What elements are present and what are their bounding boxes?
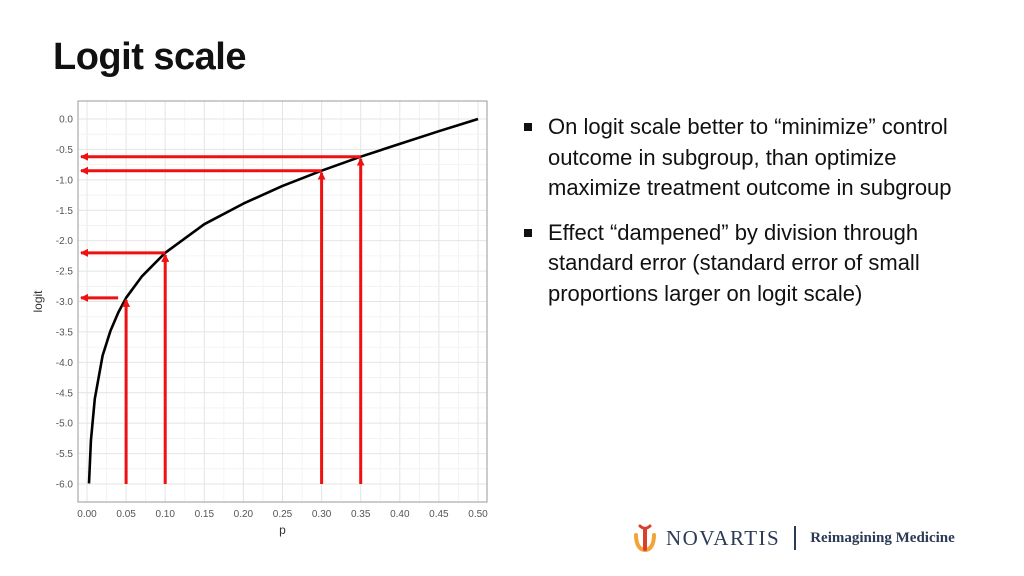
x-tick-label: 0.40	[390, 509, 410, 520]
y-tick-label: 0.0	[59, 115, 73, 126]
y-tick-label: -6.0	[56, 480, 74, 491]
y-axis-ticks: 0.0 -0.5 -1.0 -1.5 -2.0 -2.5 -3.0 -3.5 -4.0 -4.5 -…	[56, 115, 74, 491]
x-tick-label: 0.20	[234, 509, 254, 520]
bullet-item: On logit scale better to “minimize” cont…	[520, 112, 980, 204]
y-tick-label: -5.5	[56, 449, 74, 460]
y-tick-label: -1.0	[56, 175, 74, 186]
x-tick-label: 0.45	[429, 509, 449, 520]
x-tick-label: 0.50	[468, 509, 488, 520]
bullet-text: On logit scale better to “minimize” cont…	[548, 114, 952, 200]
bullet-item: Effect “dampened” by division through st…	[520, 218, 980, 310]
brand-divider	[794, 526, 797, 550]
y-axis-label: logit	[31, 290, 45, 313]
x-axis-ticks: 0.00 0.05 0.10 0.15 0.20 0.25 0.30 0.35 0.40 0.45…	[77, 509, 488, 520]
y-tick-label: -3.5	[56, 327, 74, 338]
footer-brand: NOVARTIS Reimagining Medicine	[632, 520, 955, 556]
x-tick-label: 0.15	[195, 509, 215, 520]
logit-chart: 0.00 0.05 0.10 0.15 0.20 0.25 0.30 0.35 0.40 0.45…	[31, 100, 488, 537]
y-tick-label: -3.0	[56, 297, 74, 308]
x-axis-label: p	[279, 523, 286, 537]
brand-name: NOVARTIS	[666, 525, 781, 550]
y-tick-label: -2.5	[56, 267, 74, 278]
y-tick-label: -2.0	[56, 236, 74, 247]
x-tick-label: 0.00	[77, 509, 97, 520]
y-tick-label: -5.0	[56, 419, 74, 430]
novartis-logo-icon	[634, 524, 656, 553]
y-tick-label: -0.5	[56, 145, 74, 156]
annotation-arrows	[80, 152, 365, 484]
x-tick-label: 0.10	[155, 509, 175, 520]
slide-title: Logit scale	[53, 36, 247, 78]
x-tick-label: 0.05	[116, 509, 136, 520]
x-tick-label: 0.35	[351, 509, 371, 520]
x-tick-label: 0.30	[312, 509, 332, 520]
square-bullet-icon	[524, 123, 532, 131]
bullet-text: Effect “dampened” by division through st…	[548, 219, 920, 306]
y-tick-label: -1.5	[56, 206, 74, 217]
square-bullet-icon	[524, 228, 532, 237]
brand-tagline: Reimagining Medicine	[810, 529, 955, 546]
bullet-list: On logit scale better to “minimize” cont…	[520, 112, 980, 323]
chart-grid	[78, 101, 487, 502]
plot-area-frame	[77, 100, 488, 503]
y-tick-label: -4.5	[56, 388, 74, 399]
x-tick-label: 0.25	[273, 509, 293, 520]
y-tick-label: -4.0	[56, 358, 74, 369]
